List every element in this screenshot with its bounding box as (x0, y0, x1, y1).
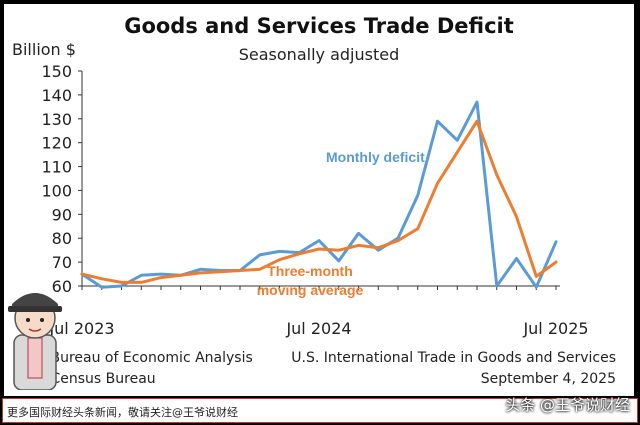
monthly-deficit-point (436, 119, 439, 123)
footer-banner: 更多国际财经头条新闻，敬请关注@王爷说财经 (2, 398, 638, 423)
y-tick-label: 70 (52, 253, 72, 272)
moving-average-line (80, 119, 558, 284)
monthly-deficit-point (554, 240, 558, 244)
monthly-deficit-point (535, 285, 538, 289)
moving-average-point (357, 244, 360, 247)
moving-average-point (120, 281, 123, 284)
series-labels: Monthly deficit Three-month moving average (257, 149, 425, 298)
monthly-deficit-point (337, 259, 340, 263)
moving-average-point (258, 268, 261, 271)
moving-average-point (317, 247, 321, 251)
monthly-deficit-point (199, 268, 202, 271)
monthly-deficit-point (258, 253, 261, 257)
monthly-deficit-point (140, 274, 143, 277)
monthly-deficit-point (416, 194, 419, 197)
moving-average-point (238, 269, 242, 272)
moving-average-point (219, 270, 222, 273)
moving-average-label-line2: moving average (257, 282, 364, 298)
chart-title: Goods and Services Trade Deficit (124, 14, 514, 38)
source-bea: U.S. Bureau of Economic Analysis (18, 350, 253, 366)
y-tick-label: 60 (52, 277, 72, 296)
y-tick-label: 110 (41, 158, 72, 177)
moving-average-point (396, 239, 400, 242)
x-tick-label: Jul 2024 (285, 319, 351, 338)
y-tick-label: 130 (41, 110, 72, 129)
y-tick-label: 140 (41, 86, 72, 105)
chart-panel: Goods and Services Trade Deficit Seasona… (4, 4, 634, 396)
release-date: September 4, 2025 (480, 371, 616, 387)
monthly-deficit-line (80, 100, 558, 289)
x-tick-label: Jul 2025 (522, 319, 588, 338)
moving-average-point (495, 173, 498, 177)
moving-average-point (80, 272, 84, 276)
y-tick-label: 120 (41, 134, 72, 153)
y-tick-labels: 60 70 80 90 100 110 120 130 140 150 (41, 62, 72, 296)
y-tick-label: 80 (52, 229, 72, 248)
chart-series (80, 100, 558, 289)
moving-average-point (436, 182, 439, 185)
footer-text: 更多国际财经头条新闻，敬请关注@王爷说财经 (7, 406, 238, 419)
moving-average-point (515, 215, 518, 218)
moving-average-label-line1: Three-month (267, 263, 353, 279)
monthly-deficit-point (120, 284, 123, 288)
moving-average-point (159, 276, 163, 279)
monthly-deficit-point (100, 285, 103, 289)
y-tick-label: 100 (41, 181, 72, 200)
monthly-deficit-label: Monthly deficit (326, 149, 425, 165)
monthly-deficit-point (317, 239, 321, 242)
moving-average-point (416, 227, 419, 230)
moving-average-point (554, 260, 558, 264)
monthly-deficit-point (515, 257, 518, 260)
moving-average-point (456, 151, 459, 154)
monthly-deficit-point (278, 250, 281, 253)
x-tick-labels: Jul 2023 Jul 2024 Jul 2025 (48, 319, 588, 338)
y-axis-unit-label: Billion $ (12, 40, 76, 59)
moving-average-point (140, 281, 143, 284)
moving-average-point (199, 271, 202, 275)
release-name: U.S. International Trade in Goods and Se… (291, 350, 616, 366)
cartoon-mascot-image (8, 293, 62, 390)
monthly-deficit-point (357, 232, 360, 235)
moving-average-point (278, 258, 281, 261)
y-tick-label: 90 (52, 205, 72, 224)
y-tick-label: 150 (41, 62, 72, 81)
monthly-deficit-point (456, 139, 459, 142)
moving-average-point (100, 277, 103, 281)
monthly-deficit-point (495, 284, 498, 288)
monthly-deficit-point (377, 248, 380, 252)
moving-average-point (475, 119, 479, 123)
x-tick-label: Jul 2023 (48, 319, 114, 338)
moving-average-point (377, 246, 380, 249)
moving-average-point (337, 248, 340, 252)
monthly-deficit-point (475, 100, 479, 104)
watermark-text: 头条 @王爷说财经 (505, 396, 630, 414)
monthly-deficit-point (159, 272, 163, 276)
chart-subtitle: Seasonally adjusted (238, 45, 400, 64)
moving-average-point (298, 252, 301, 255)
moving-average-point (535, 275, 538, 278)
chart-axes (78, 70, 560, 290)
moving-average-point (179, 274, 182, 277)
